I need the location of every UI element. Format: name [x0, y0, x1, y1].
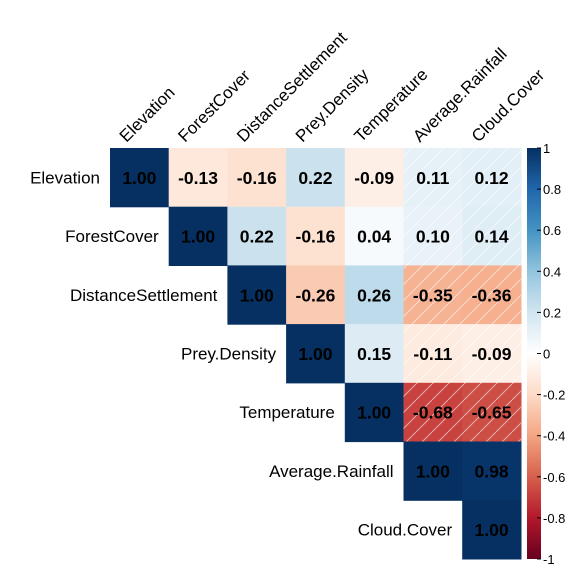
cell-Elevation-ForestCover: [168, 148, 228, 208]
hatch-Prey.Density-Average.Rainfall: [403, 324, 463, 383]
cell-Prey.Density-Prey.Density: [286, 324, 346, 384]
cell-Elevation-Temperature: [344, 148, 405, 208]
legend-tick-label: 0: [543, 347, 550, 362]
row-label-ForestCover: ForestCover: [65, 227, 159, 246]
value-label-ForestCover-DistanceSettlement: 0.22: [240, 227, 274, 247]
value-label-Cloud.Cover-Cloud.Cover: 1.00: [475, 520, 509, 540]
cell-ForestCover-DistanceSettlement: [227, 206, 287, 266]
value-label-Average.Rainfall-Cloud.Cover: 0.98: [475, 461, 509, 481]
row-label-DistanceSettlement: DistanceSettlement: [70, 286, 218, 305]
insignificance-hatch-layer: [403, 148, 521, 442]
value-label-ForestCover-Prey.Density: -0.16: [296, 227, 336, 247]
value-label-ForestCover-Average.Rainfall: 0.10: [416, 227, 450, 247]
legend-tick-label: -0.6: [543, 470, 565, 485]
value-label-Elevation-Average.Rainfall: 0.11: [416, 168, 449, 188]
value-label-DistanceSettlement-Average.Rainfall: -0.35: [413, 285, 453, 305]
value-label-DistanceSettlement-Temperature: 0.26: [357, 285, 391, 305]
cell-Temperature-Temperature: [344, 382, 405, 443]
value-label-Temperature-Temperature: 1.00: [357, 403, 391, 423]
hatch-ForestCover-Average.Rainfall: [403, 206, 463, 266]
value-label-DistanceSettlement-Cloud.Cover: -0.36: [472, 285, 512, 305]
cell-Elevation-DistanceSettlement: [227, 148, 287, 208]
value-label-Prey.Density-Temperature: 0.15: [357, 344, 391, 364]
value-label-Elevation-Prey.Density: 0.22: [298, 168, 332, 188]
hatch-Elevation-Cloud.Cover: [462, 148, 521, 207]
value-label-Elevation-ForestCover: -0.13: [178, 168, 218, 188]
value-labels-layer: 1.00 -0.13 -0.16 0.22 -0.09 0.11 0.12 1.00 0.22 -…: [122, 168, 511, 540]
legend-tick-label: -0.8: [543, 511, 565, 526]
hatch-Prey.Density-Cloud.Cover: [462, 324, 521, 383]
column-labels-layer: ElevationForestCoverDistanceSettlementPr…: [116, 28, 549, 146]
cell-Average.Rainfall-Average.Rainfall: [403, 441, 463, 501]
cell-Cloud.Cover-Cloud.Cover: [462, 500, 522, 560]
legend-tick-label: 0.6: [543, 223, 561, 238]
legend-tick-label: 1: [543, 141, 550, 156]
column-label-Elevation: Elevation: [116, 83, 179, 146]
cell-Average.Rainfall-Cloud.Cover: [462, 441, 522, 501]
value-label-DistanceSettlement-DistanceSettlement: 1.00: [240, 285, 274, 305]
cell-DistanceSettlement-DistanceSettlement: [227, 265, 287, 325]
hatch-Temperature-Cloud.Cover: [462, 382, 521, 442]
hatch-ForestCover-Cloud.Cover: [462, 206, 521, 266]
row-labels-layer: Elevation ForestCover DistanceSettlement Pr…: [30, 168, 452, 539]
cell-ForestCover-Temperature: [344, 206, 405, 266]
cell-DistanceSettlement-Temperature: [344, 265, 405, 325]
value-label-Prey.Density-Cloud.Cover: -0.09: [472, 344, 512, 364]
hatch-DistanceSettlement-Average.Rainfall: [403, 265, 463, 325]
value-label-DistanceSettlement-Prey.Density: -0.26: [296, 285, 336, 305]
color-legend: 1 0.8 0.6 0.4 0.2 0 -0.2 -0.4 -0.6 -0.8 -1: [527, 141, 565, 567]
cell-ForestCover-Prey.Density: [286, 206, 346, 266]
value-label-Elevation-DistanceSettlement: -0.16: [237, 168, 277, 188]
cell-DistanceSettlement-Prey.Density: [286, 265, 346, 325]
hatch-Elevation-Average.Rainfall: [403, 148, 463, 207]
value-label-Temperature-Average.Rainfall: -0.68: [413, 403, 453, 423]
cell-ForestCover-ForestCover: [168, 206, 228, 266]
value-label-Elevation-Temperature: -0.09: [354, 168, 394, 188]
hatch-DistanceSettlement-Cloud.Cover: [462, 265, 521, 325]
value-label-ForestCover-Temperature: 0.04: [357, 227, 391, 247]
legend-tick-label: -0.2: [543, 388, 565, 403]
value-label-Prey.Density-Average.Rainfall: -0.11: [413, 344, 452, 364]
row-label-Average.Rainfall: Average.Rainfall: [269, 462, 393, 481]
legend-tick-label: 0.4: [543, 264, 561, 279]
row-label-Prey.Density: Prey.Density: [181, 344, 277, 363]
value-label-ForestCover-ForestCover: 1.00: [181, 227, 215, 247]
value-label-Prey.Density-Prey.Density: 1.00: [298, 344, 332, 364]
legend-tick-label: 0.2: [543, 305, 561, 320]
column-label-DistanceSettlement: DistanceSettlement: [233, 28, 351, 146]
cell-Elevation-Prey.Density: [286, 148, 346, 208]
value-label-Elevation-Elevation: 1.00: [122, 168, 156, 188]
row-label-Cloud.Cover: Cloud.Cover: [358, 521, 453, 540]
legend-color-bar: [527, 148, 541, 559]
value-label-Temperature-Cloud.Cover: -0.65: [472, 403, 512, 423]
value-label-Average.Rainfall-Average.Rainfall: 1.00: [416, 461, 450, 481]
hatch-Temperature-Average.Rainfall: [403, 382, 463, 442]
legend-tick-label: -0.4: [543, 429, 565, 444]
row-label-Elevation: Elevation: [30, 168, 100, 187]
value-label-ForestCover-Cloud.Cover: 0.14: [475, 227, 509, 247]
cell-Prey.Density-Temperature: [344, 324, 405, 384]
legend-tick-label: 0.8: [543, 182, 561, 197]
legend-tick-label: -1: [543, 552, 555, 567]
cell-Elevation-Elevation: [110, 148, 170, 208]
row-label-Temperature: Temperature: [239, 403, 334, 422]
value-label-Elevation-Cloud.Cover: 0.12: [475, 168, 509, 188]
